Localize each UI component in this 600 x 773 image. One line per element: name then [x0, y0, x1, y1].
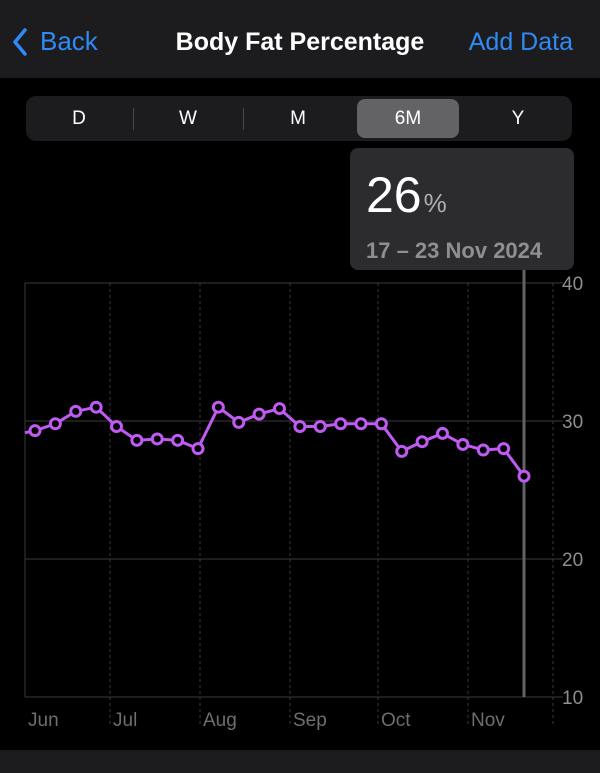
back-button[interactable]: Back	[12, 26, 98, 57]
data-point	[293, 420, 307, 434]
data-point	[28, 424, 42, 438]
data-point	[171, 433, 185, 447]
data-point	[354, 417, 368, 431]
data-point	[334, 417, 348, 431]
data-point	[497, 442, 511, 456]
y-tick-label: 20	[562, 550, 583, 571]
data-point	[130, 433, 144, 447]
data-point	[232, 415, 246, 429]
y-tick-label: 30	[562, 412, 583, 433]
data-point	[374, 417, 388, 431]
page-title: Body Fat Percentage	[175, 28, 425, 56]
time-range-segmented-control: D W M 6M Y	[26, 96, 572, 141]
y-tick-label: 10	[562, 688, 583, 709]
segment-divider	[243, 108, 244, 130]
segment-6m[interactable]: 6M	[357, 99, 459, 138]
selected-value-unit: %	[423, 188, 447, 218]
data-point	[211, 400, 225, 414]
data-point	[436, 426, 449, 440]
data-point	[415, 435, 429, 449]
selection-callout: 26% 17 – 23 Nov 2024	[350, 148, 574, 270]
segment-w[interactable]: W	[179, 108, 197, 129]
data-point	[313, 420, 327, 434]
segment-d[interactable]: D	[72, 108, 86, 129]
data-point	[476, 443, 490, 457]
data-point	[69, 404, 83, 418]
x-tick-label: Oct	[381, 710, 411, 731]
data-point	[456, 437, 470, 451]
data-point	[48, 417, 62, 431]
segment-divider	[133, 108, 134, 130]
add-data-button[interactable]: Add Data	[468, 28, 573, 56]
bottom-panel	[0, 750, 600, 773]
back-label: Back	[40, 26, 98, 56]
chevron-left-icon	[13, 27, 27, 56]
x-tick-label: Jun	[28, 710, 59, 731]
selected-date-range: 17 – 23 Nov 2024	[366, 238, 543, 263]
selected-value-number: 26	[366, 167, 422, 223]
x-tick-label: Sep	[293, 710, 327, 731]
data-point	[191, 442, 205, 456]
body-fat-chart[interactable]: 10 20 30 40 Jun Jul Aug Sep Oct Nov	[0, 0, 600, 750]
x-tick-label: Nov	[471, 710, 505, 731]
data-point	[110, 420, 123, 434]
segment-y[interactable]: Y	[511, 108, 525, 129]
data-point	[252, 407, 266, 421]
y-tick-label: 40	[562, 274, 583, 295]
data-point	[89, 400, 103, 414]
segment-m[interactable]: M	[290, 108, 306, 129]
data-point	[395, 444, 409, 458]
data-point	[517, 469, 531, 483]
data-point	[150, 432, 164, 446]
x-tick-label: Aug	[203, 710, 237, 731]
selected-value: 26%	[366, 166, 447, 224]
nav-bar: Back Body Fat Percentage Add Data	[0, 0, 600, 78]
x-tick-label: Jul	[113, 710, 137, 731]
series-line	[34, 405, 526, 478]
data-point	[273, 402, 286, 416]
